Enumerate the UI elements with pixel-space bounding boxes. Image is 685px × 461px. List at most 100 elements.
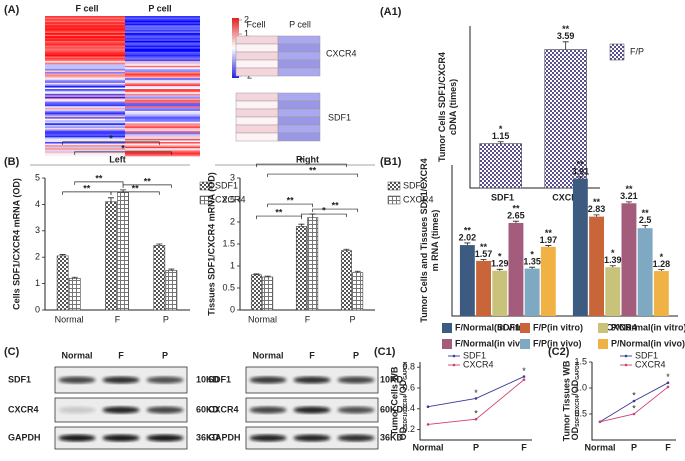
legend-marker [452,354,456,358]
heatmap-cell [125,95,200,98]
blot-band [102,434,140,442]
heatmap-cell [125,96,200,99]
heatmap-cell [125,148,200,151]
heatmap-cell [125,89,200,91]
heatmap-cell [125,62,200,65]
y-tick-label: 1.5 [574,356,587,366]
error-bar [545,245,552,247]
heatmap-cell [45,154,125,157]
heatmap-cell [45,135,125,138]
formula-part: /OD [570,379,580,396]
blot-band [249,434,287,442]
heatmap-cell [45,82,125,85]
heatmap-cell [125,75,200,77]
heatmap-cell [125,121,200,124]
bar [492,270,508,316]
heatmap-cell [125,107,200,110]
heatmap-cell [125,61,200,63]
heatmap-cell [125,129,200,132]
data-label: 2.83 [588,204,606,214]
point [426,405,430,409]
heatmap-cell [45,152,125,155]
significance: * [660,252,664,262]
heatmap-cell [45,115,125,118]
heatmap-cell [125,151,200,154]
blot-row: SDF1 [208,374,231,384]
legend-swatch [598,339,608,349]
blot-size: 36KD [380,432,404,442]
heatmap-cell [45,87,125,90]
blot-row: GAPDH [8,432,41,442]
y-tick-label: 2 [35,252,40,262]
heatmap-cell [45,36,125,39]
bracket-label: ** [275,207,283,217]
heatmap-cell [125,120,200,123]
formula-part: GAPDH [575,361,581,379]
heatmap-cell [125,82,200,85]
heatmap-cell [45,137,125,140]
detail-gene: SDF1 [328,112,351,122]
error-bar [343,248,350,251]
bar [544,49,587,189]
legend-label: SDF1 [215,180,238,190]
heatmap-cell [45,117,125,119]
heatmap-cell [45,59,125,62]
error-bar [464,242,471,246]
bracket [267,203,314,208]
point [632,399,636,403]
bar [524,268,540,316]
bracket [301,213,347,218]
x-tick-label: CXCR4 [552,192,583,202]
heatmap-cell [45,128,125,130]
heatmap-cell [45,110,125,113]
legend-label: F/P [630,46,644,56]
legend-label: F/P(in vivo) [533,338,582,348]
detail-cell [235,43,279,53]
heatmap-cell [125,86,200,88]
panel-label: (C2) [548,346,570,358]
heatmap-cell [45,138,125,141]
y-tick-label: 0 [230,304,235,314]
panel-label: (A1) [380,6,402,18]
y-axis-label: m RNA (times) [430,210,440,272]
data-label: 1.97 [540,235,558,245]
heatmap-cell [125,126,200,129]
legend-label: CXCR4 [215,194,246,204]
detail-cell [277,67,321,77]
heatmap-cell [125,67,200,70]
heatmap-cell [45,25,125,28]
detail-gene: CXCR4 [326,48,357,58]
bar [479,143,522,189]
y-tick-label: 0.4 [402,403,415,413]
data-label: 2.65 [507,211,525,221]
y-tick-label: 0.6 [402,382,415,392]
error-bar [156,243,163,246]
significance: * [474,409,478,419]
bar [117,192,129,311]
x-tick-label: P [163,314,169,324]
blot-band [58,434,96,442]
heatmap-cell [125,51,200,54]
heatmap-cell [125,53,200,56]
legend-label: CXCR4 [403,194,434,204]
blot-size: 60KD [380,404,404,414]
error-bar [298,223,305,227]
heatmap-cell [45,104,125,107]
heatmap-cell [45,47,125,49]
significance: * [666,372,670,382]
heatmap-cell [45,151,125,154]
significance: ** [464,225,472,235]
heatmap-cell [125,26,200,29]
bracket [74,181,124,185]
blot-row: CXCR4 [208,404,239,414]
heatmap-cell [45,19,125,21]
legend-label: F/P(in vitro) [533,322,583,332]
heatmap-cell [125,92,200,95]
detail-cell [235,100,279,110]
heatmap-cell [125,138,200,141]
error-bar [658,269,665,272]
heatmap-cell [45,129,125,132]
panel-label: (B) [4,156,20,168]
heatmap-cell [45,96,125,99]
significance: * [499,124,503,134]
